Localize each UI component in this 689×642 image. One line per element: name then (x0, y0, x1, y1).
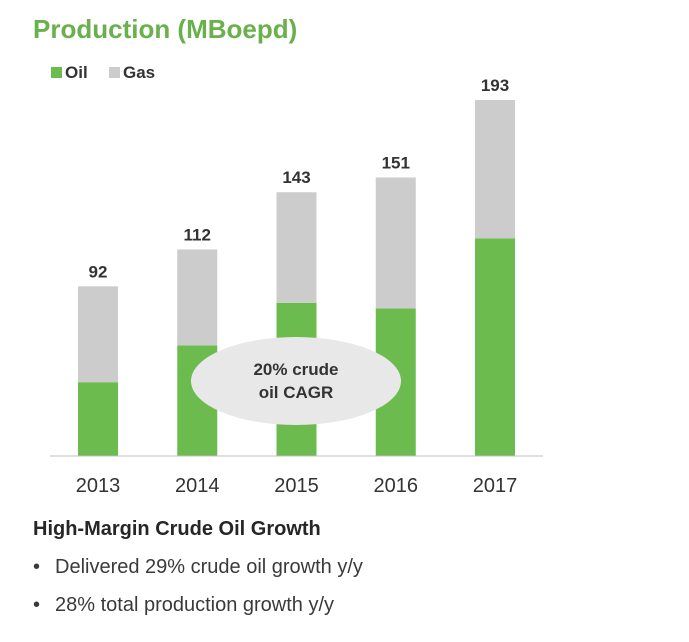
cagr-annotation-line-2: oil CAGR (259, 383, 334, 402)
bar-gas-2015 (276, 192, 317, 303)
bar-gas-2013 (78, 286, 118, 383)
total-label-2013: 92 (89, 262, 108, 281)
x-tick-label-2017: 2017 (473, 475, 518, 497)
legend-label-oil: Oil (65, 63, 88, 82)
bullet-text: 28% total production growth y/y (55, 594, 335, 616)
bullet-item: • Delivered 29% crude oil growth y/y (33, 556, 363, 594)
x-tick-label-2014: 2014 (175, 475, 220, 497)
x-tick-label-2016: 2016 (374, 475, 419, 497)
x-tick-label-2013: 2013 (76, 475, 121, 497)
total-label-2015: 143 (282, 168, 310, 187)
cagr-annotation: 20% crude oil CAGR (191, 337, 401, 425)
bullet-marker: • (33, 556, 41, 578)
bullet-item: • 28% total production growth y/y (33, 594, 363, 632)
bullet-marker: • (33, 594, 41, 616)
bar-gas-2017 (475, 100, 515, 239)
total-label-2017: 193 (481, 76, 509, 95)
total-labels-group: 92 112 143 151 193 (89, 76, 510, 281)
bar-oil-2013 (78, 382, 118, 456)
section-heading: High-Margin Crude Oil Growth (33, 518, 321, 540)
legend-label-gas: Gas (123, 63, 155, 82)
chart-title: Production (MBoepd) (33, 14, 298, 44)
bar-gas-2016 (375, 177, 416, 309)
x-tick-label-2015: 2015 (274, 475, 319, 497)
bullet-list: • Delivered 29% crude oil growth y/y • 28%… (33, 556, 363, 632)
legend-swatch-oil (51, 67, 62, 78)
cagr-annotation-bubble (191, 337, 401, 425)
total-label-2016: 151 (382, 153, 410, 172)
bar-oil-2017 (475, 238, 515, 456)
x-tick-labels-group: 2013 2014 2015 2016 2017 (76, 475, 518, 497)
chart-legend: Oil Gas (51, 63, 155, 82)
total-label-2014: 112 (184, 225, 211, 244)
cagr-annotation-line-1: 20% crude (253, 360, 338, 379)
bar-gas-2014 (177, 249, 218, 346)
legend-swatch-gas (109, 67, 120, 78)
bullet-text: Delivered 29% crude oil growth y/y (55, 556, 363, 578)
